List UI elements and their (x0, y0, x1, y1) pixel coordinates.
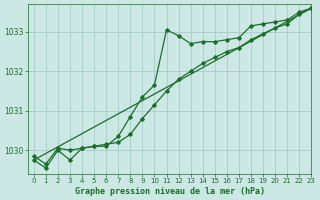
X-axis label: Graphe pression niveau de la mer (hPa): Graphe pression niveau de la mer (hPa) (75, 187, 265, 196)
